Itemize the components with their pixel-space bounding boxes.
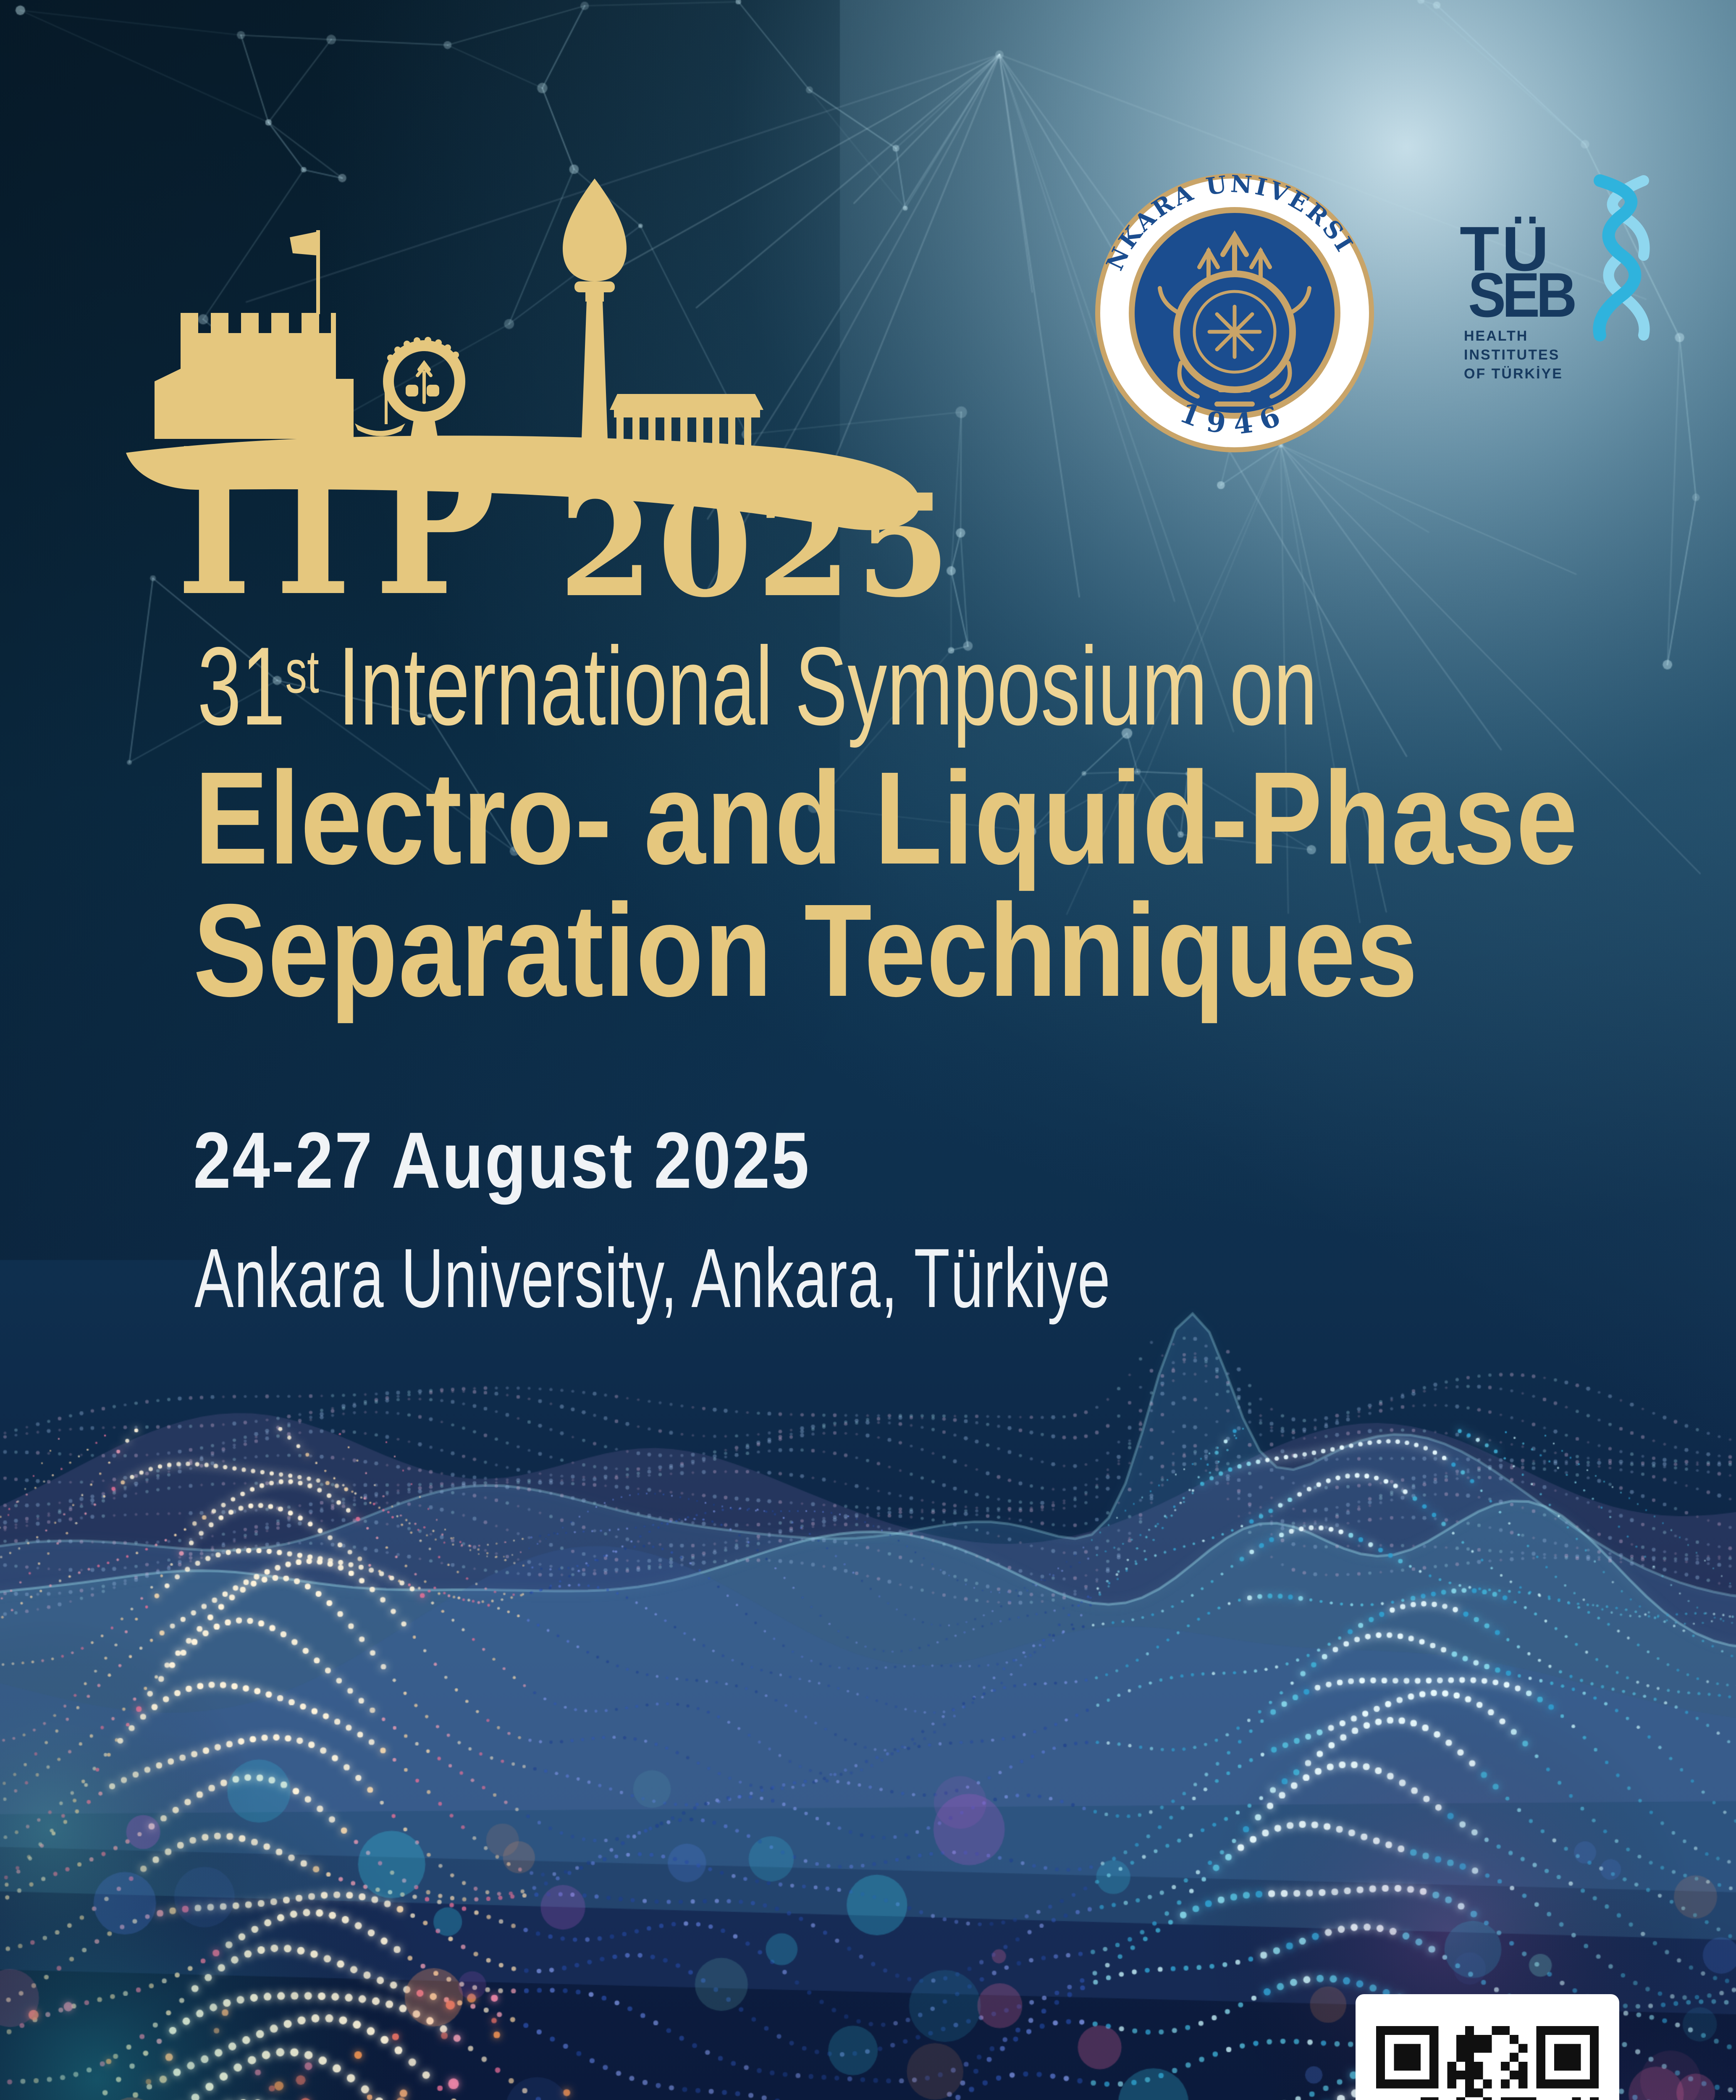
qr-code-pattern	[1376, 2026, 1599, 2100]
swoosh-underline	[126, 436, 920, 530]
event-dates: 24-27 August 2025	[193, 1116, 811, 1205]
title-line-2: Separation Techniques	[193, 877, 1419, 1024]
castle-icon	[181, 313, 336, 439]
dna-helix-icon	[1593, 174, 1650, 341]
tuseb-tagline: HEALTH INSTITUTES OF TÜRKİYE	[1464, 327, 1563, 383]
event-venue: Ankara University, Ankara, Türkiye	[194, 1231, 1111, 1325]
ankara-skyline-icon	[126, 178, 920, 530]
flag-icon	[290, 232, 316, 255]
qr-code	[1356, 1994, 1619, 2100]
headline-text: International Symposium on	[338, 624, 1318, 748]
hittite-sun-monument-icon	[383, 337, 466, 439]
title-line-1: Electro- and Liquid-Phase	[194, 744, 1579, 892]
atakule-tower-icon	[563, 178, 627, 439]
logo-acronym: ITP	[176, 404, 497, 641]
tuseb-tagline-line-1: HEALTH	[1464, 328, 1529, 344]
tuseb-wordmark-line-1: TÜ	[1460, 213, 1552, 284]
headline: 31st International Symposium on	[197, 631, 1317, 742]
headline-ordinal-suffix: st	[285, 637, 319, 706]
tuseb-wordmark-line-2: SEB	[1468, 260, 1577, 330]
tuseb-tagline-line-2: INSTITUTES	[1464, 347, 1560, 363]
hittite-sun-disc-icon	[1158, 230, 1311, 407]
headline-ordinal: 31	[197, 624, 286, 748]
logo-year: 2025	[559, 463, 955, 629]
tuseb-tagline-line-3: OF TÜRKİYE	[1464, 366, 1563, 382]
